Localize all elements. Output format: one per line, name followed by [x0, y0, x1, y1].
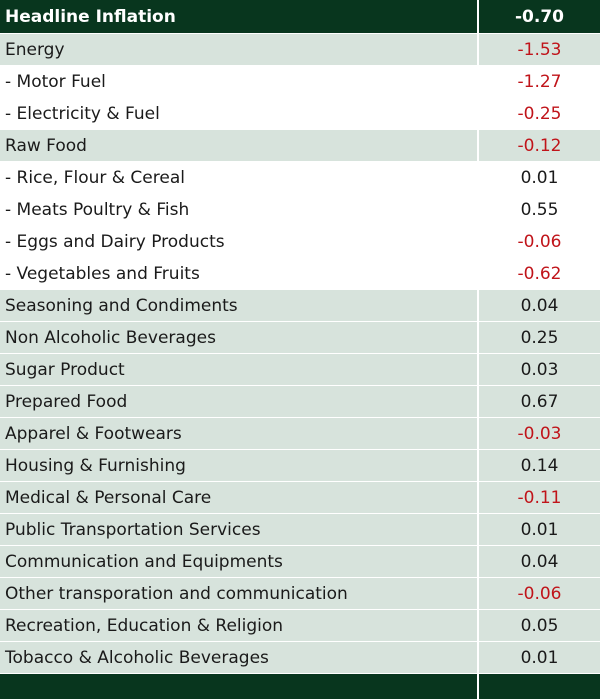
row-label: Raw Food — [0, 130, 479, 162]
row-label: - Meats Poultry & Fish — [0, 194, 479, 226]
row-value: -0.06 — [479, 578, 600, 610]
row-value: -0.11 — [479, 482, 600, 514]
row-label: - Rice, Flour & Cereal — [0, 162, 479, 194]
row-value: 0.25 — [479, 322, 600, 354]
row-value: -1.27 — [479, 66, 600, 98]
row-value: 0.03 — [479, 354, 600, 386]
row-value: -0.25 — [479, 98, 600, 130]
row-value: -0.12 — [479, 130, 600, 162]
row-label: Non Alcoholic Beverages — [0, 322, 479, 354]
row-value: 0.01 — [479, 162, 600, 194]
row-label: Seasoning and Condiments — [0, 290, 479, 322]
footer-band-left — [0, 674, 479, 700]
row-value: -0.03 — [479, 418, 600, 450]
row-value: 0.55 — [479, 194, 600, 226]
row-label: Apparel & Footwears — [0, 418, 479, 450]
row-label: Sugar Product — [0, 354, 479, 386]
row-value: -0.06 — [479, 226, 600, 258]
row-value: -1.53 — [479, 34, 600, 66]
row-label: Public Transportation Services — [0, 514, 479, 546]
row-value: 0.67 — [479, 386, 600, 418]
row-value: 0.14 — [479, 450, 600, 482]
row-label: - Electricity & Fuel — [0, 98, 479, 130]
header-value: -0.70 — [479, 0, 600, 34]
row-label: - Eggs and Dairy Products — [0, 226, 479, 258]
header-label: Headline Inflation — [0, 0, 479, 34]
row-label: Energy — [0, 34, 479, 66]
row-label: - Motor Fuel — [0, 66, 479, 98]
row-label: Other transporation and communication — [0, 578, 479, 610]
row-value: 0.01 — [479, 514, 600, 546]
row-label: - Vegetables and Fruits — [0, 258, 479, 290]
row-label: Housing & Furnishing — [0, 450, 479, 482]
row-value: 0.05 — [479, 610, 600, 642]
footer-band-right — [479, 674, 600, 700]
row-label: Tobacco & Alcoholic Beverages — [0, 642, 479, 674]
row-value: 0.04 — [479, 290, 600, 322]
row-value: 0.01 — [479, 642, 600, 674]
row-label: Communication and Equipments — [0, 546, 479, 578]
row-label: Medical & Personal Care — [0, 482, 479, 514]
row-value: 0.04 — [479, 546, 600, 578]
row-value: -0.62 — [479, 258, 600, 290]
row-label: Recreation, Education & Religion — [0, 610, 479, 642]
row-label: Prepared Food — [0, 386, 479, 418]
